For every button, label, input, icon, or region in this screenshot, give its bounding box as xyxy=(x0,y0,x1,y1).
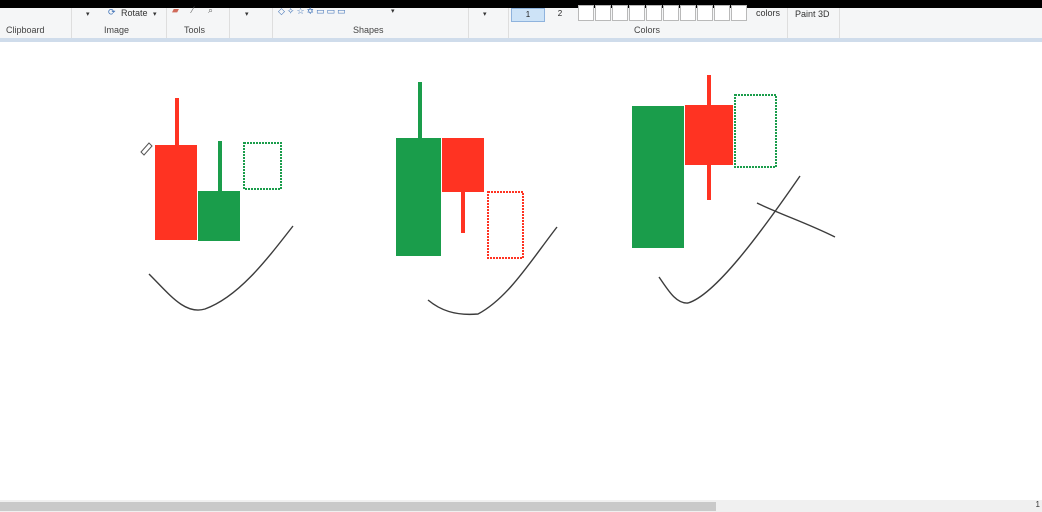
eraser-icon[interactable]: ▰ xyxy=(172,5,179,15)
drawing-canvas[interactable] xyxy=(0,42,1042,502)
shapes-more-icon[interactable]: ▾ xyxy=(391,8,395,15)
pencil-stroke xyxy=(756,202,836,238)
pencil-stroke xyxy=(427,226,558,316)
group-label-clipboard: Clipboard xyxy=(6,25,45,35)
group-label-colors: Colors xyxy=(634,25,661,35)
color-swatch[interactable] xyxy=(578,5,594,21)
color-swatch[interactable] xyxy=(612,5,628,21)
group-label-shapes: Shapes xyxy=(353,25,384,35)
pencil-cursor-icon xyxy=(140,142,153,156)
group-separator xyxy=(71,8,72,38)
color-swatch[interactable] xyxy=(714,5,730,21)
pattern-1 xyxy=(140,98,294,311)
ribbon: ▾ Clipboard ⟳ Rotate ▾ Image ▰ ⁄ ⌕ Tools… xyxy=(0,5,1042,39)
color-swatch[interactable] xyxy=(629,5,645,21)
color1-button[interactable]: 1 xyxy=(511,8,545,22)
candle-outline-red xyxy=(487,191,524,259)
size-dropdown-icon[interactable]: ▾ xyxy=(483,11,487,18)
brushes-dropdown-icon[interactable]: ▾ xyxy=(245,11,249,18)
color-swatch[interactable] xyxy=(595,5,611,21)
group-separator xyxy=(166,8,167,38)
candle-outline-green xyxy=(243,142,282,190)
clipboard-dropdown-icon[interactable]: ▾ xyxy=(86,11,90,18)
window-top-bar xyxy=(0,0,1042,8)
candle-wick-red xyxy=(461,190,465,233)
paint3d-button[interactable]: Paint 3D xyxy=(795,9,830,19)
candle-body-green xyxy=(198,191,240,241)
candle-wick-red xyxy=(175,98,179,146)
rotate-button[interactable]: Rotate xyxy=(121,8,148,18)
candle-outline-green xyxy=(734,94,777,168)
rotate-dropdown-icon[interactable]: ▾ xyxy=(153,11,157,18)
candle-body-red xyxy=(442,138,484,192)
candle-body-green xyxy=(396,138,441,256)
color-swatch[interactable] xyxy=(663,5,679,21)
group-label-image: Image xyxy=(104,25,130,35)
candle-body-red xyxy=(155,145,197,240)
candle-body-red xyxy=(685,105,733,165)
ribbon-bottom-border xyxy=(0,38,1042,42)
pencil-stroke xyxy=(148,225,294,311)
magnifier-icon[interactable]: ⌕ xyxy=(208,5,214,15)
scrollbar-thumb[interactable] xyxy=(0,502,716,511)
pencil-stroke xyxy=(658,175,801,304)
group-separator xyxy=(787,8,788,38)
pattern-3 xyxy=(632,75,836,304)
candle-body-green xyxy=(632,106,684,248)
color-swatch[interactable] xyxy=(646,5,662,21)
group-label-tools: Tools xyxy=(184,25,206,35)
shapes-gallery[interactable]: ◇✧☆✡▭▭▭ xyxy=(278,6,348,16)
group-separator xyxy=(839,8,840,38)
pattern-2 xyxy=(396,82,558,316)
group-separator xyxy=(508,8,509,38)
rotate-icon: ⟳ xyxy=(108,7,116,17)
color-swatch[interactable] xyxy=(697,5,713,21)
canvas-drawing xyxy=(140,75,836,316)
color-picker-icon[interactable]: ⁄ xyxy=(192,5,194,15)
candle-wick-green xyxy=(418,82,422,140)
color-swatch[interactable] xyxy=(731,5,747,21)
color2-button[interactable]: 2 xyxy=(557,9,563,18)
group-separator xyxy=(468,8,469,38)
group-separator xyxy=(272,8,273,38)
status-corner-mark: 1 xyxy=(1035,500,1040,509)
horizontal-scrollbar[interactable] xyxy=(0,500,1042,512)
group-separator xyxy=(229,8,230,38)
edit-colors-button[interactable]: colors xyxy=(756,8,781,18)
color-swatch[interactable] xyxy=(680,5,696,21)
candle-wick-green xyxy=(218,141,222,193)
